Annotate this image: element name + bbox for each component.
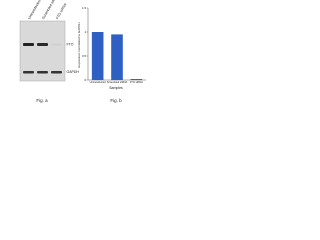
bar (130, 79, 143, 80)
y-tick-label: 1.5 (82, 6, 87, 10)
band (51, 71, 62, 74)
band-label: FTO (67, 42, 74, 46)
x-tick-label: Untransfected (90, 80, 107, 84)
bar (111, 34, 123, 80)
band (37, 43, 48, 46)
page: Untransfected Scrambled siRNA FTO siRNA … (0, 0, 150, 109)
band (37, 71, 48, 74)
figure: Untransfected Scrambled siRNA FTO siRNA … (19, 0, 146, 103)
lane-label: FTO siRNA (55, 2, 68, 20)
x-axis-label: Samples (109, 86, 123, 90)
band (23, 43, 34, 46)
band-label: GAPDH (67, 70, 80, 74)
y-tick-label: 0.5 (82, 54, 87, 58)
x-tick-label: Scrambled siRNA (107, 80, 128, 84)
y-tick-label: 1 (85, 30, 87, 34)
chart: Expression normalized to GAPDH Samples F… (77, 6, 146, 103)
caption: Fig. b (110, 98, 122, 103)
bar (91, 32, 104, 80)
band (51, 43, 62, 46)
caption: Fig. a (36, 98, 48, 103)
y-tick-label: 0 (85, 78, 87, 82)
x-tick-label: FTO siRNA (130, 80, 143, 84)
lane-label: Untransfected (27, 0, 41, 20)
blot-panel: Untransfected Scrambled siRNA FTO siRNA … (19, 0, 80, 103)
y-axis-label: Expression normalized to GAPDH (77, 22, 81, 67)
band (23, 71, 34, 74)
